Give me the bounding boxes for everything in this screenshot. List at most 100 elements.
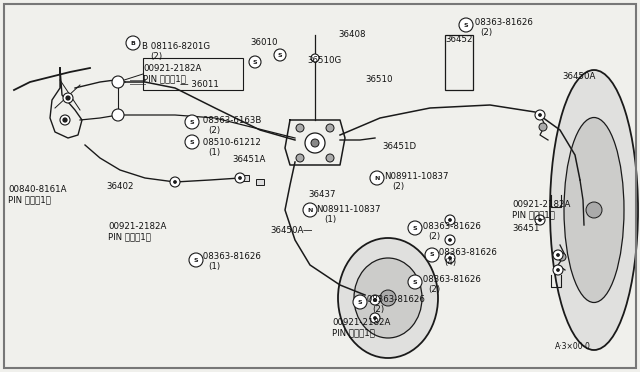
Text: 36010: 36010 — [250, 38, 278, 47]
Text: S: S — [413, 279, 417, 285]
Circle shape — [370, 295, 380, 305]
Circle shape — [586, 202, 602, 218]
Text: 36451A: 36451A — [232, 155, 266, 164]
Circle shape — [185, 135, 199, 149]
Circle shape — [449, 238, 451, 241]
Text: 08363-6163B: 08363-6163B — [200, 116, 261, 125]
Circle shape — [303, 203, 317, 217]
Text: 08363-81626: 08363-81626 — [200, 252, 261, 261]
Circle shape — [60, 115, 70, 125]
Circle shape — [370, 171, 384, 185]
Text: 08363-81626: 08363-81626 — [420, 275, 481, 284]
Text: 36402: 36402 — [106, 182, 134, 191]
Text: S: S — [253, 60, 257, 64]
Text: 36450A: 36450A — [562, 72, 595, 81]
Ellipse shape — [550, 70, 638, 350]
Text: (2): (2) — [480, 28, 492, 37]
Text: (2): (2) — [428, 285, 440, 294]
Text: 00921-2182A: 00921-2182A — [512, 200, 570, 209]
Text: (2): (2) — [392, 182, 404, 191]
Text: S: S — [464, 22, 468, 28]
Circle shape — [239, 176, 241, 180]
Text: 00921-2182A: 00921-2182A — [332, 318, 390, 327]
Circle shape — [63, 93, 73, 103]
Circle shape — [374, 298, 376, 301]
Ellipse shape — [564, 118, 624, 302]
Circle shape — [538, 218, 541, 221]
Circle shape — [173, 180, 177, 183]
Text: S: S — [413, 225, 417, 231]
Text: (2): (2) — [372, 305, 384, 314]
Text: S: S — [278, 52, 282, 58]
Circle shape — [112, 109, 124, 121]
Text: (1): (1) — [208, 148, 220, 157]
Text: (1): (1) — [208, 262, 220, 271]
Circle shape — [558, 253, 566, 261]
Text: 36510: 36510 — [365, 75, 392, 84]
Text: A·3×00·0: A·3×00·0 — [555, 342, 591, 351]
Circle shape — [557, 253, 559, 257]
Bar — [143, 58, 243, 90]
Text: PIN ピン（1）: PIN ピン（1） — [8, 195, 51, 204]
Circle shape — [63, 118, 67, 122]
Circle shape — [538, 113, 541, 116]
Text: 36452: 36452 — [445, 35, 472, 44]
Text: (1): (1) — [324, 215, 336, 224]
Circle shape — [535, 110, 545, 120]
Circle shape — [425, 248, 439, 262]
Text: Ν08911-10837: Ν08911-10837 — [316, 205, 381, 214]
Circle shape — [553, 265, 563, 275]
Circle shape — [553, 250, 563, 260]
Text: 08510-61212: 08510-61212 — [200, 138, 261, 147]
Circle shape — [189, 253, 203, 267]
Circle shape — [380, 290, 396, 306]
Circle shape — [235, 173, 245, 183]
Text: (2): (2) — [150, 52, 162, 61]
Circle shape — [296, 154, 304, 162]
Text: S: S — [189, 119, 195, 125]
Text: 36451D: 36451D — [382, 142, 416, 151]
Text: 00921-2182A: 00921-2182A — [108, 222, 166, 231]
Text: 08363-81626: 08363-81626 — [472, 18, 533, 27]
Circle shape — [370, 313, 380, 323]
Circle shape — [449, 218, 451, 221]
Ellipse shape — [338, 238, 438, 358]
Circle shape — [311, 139, 319, 147]
Text: N: N — [307, 208, 313, 212]
Circle shape — [185, 115, 199, 129]
Circle shape — [445, 235, 455, 245]
Text: — 36011: — 36011 — [180, 80, 219, 89]
Bar — [445, 35, 473, 90]
Text: Ν08911-10837: Ν08911-10837 — [384, 172, 449, 181]
Circle shape — [445, 253, 455, 263]
Text: 00921-2182A: 00921-2182A — [143, 64, 202, 73]
Circle shape — [374, 317, 376, 320]
Text: 36510G: 36510G — [307, 56, 341, 65]
Text: 36408: 36408 — [338, 30, 365, 39]
Text: B 08116-8201G: B 08116-8201G — [142, 42, 210, 51]
Circle shape — [535, 215, 545, 225]
Circle shape — [305, 133, 325, 153]
Circle shape — [274, 49, 286, 61]
Circle shape — [276, 51, 284, 59]
Text: 08363-81626: 08363-81626 — [364, 295, 425, 304]
Circle shape — [445, 215, 455, 225]
Circle shape — [353, 295, 367, 309]
Text: (2): (2) — [208, 126, 220, 135]
Bar — [256, 179, 264, 185]
Text: B: B — [131, 41, 136, 45]
Circle shape — [449, 257, 451, 260]
Circle shape — [126, 36, 140, 50]
Text: PIN ピン（1）: PIN ピン（1） — [332, 328, 375, 337]
Text: (2): (2) — [428, 232, 440, 241]
Text: S: S — [194, 257, 198, 263]
Circle shape — [112, 76, 124, 88]
Circle shape — [557, 269, 559, 272]
Circle shape — [170, 177, 180, 187]
Circle shape — [539, 123, 547, 131]
Circle shape — [326, 124, 334, 132]
Bar — [241, 175, 249, 181]
Circle shape — [249, 56, 261, 68]
Text: PIN ピン（1）: PIN ピン（1） — [512, 210, 555, 219]
Circle shape — [66, 96, 70, 100]
